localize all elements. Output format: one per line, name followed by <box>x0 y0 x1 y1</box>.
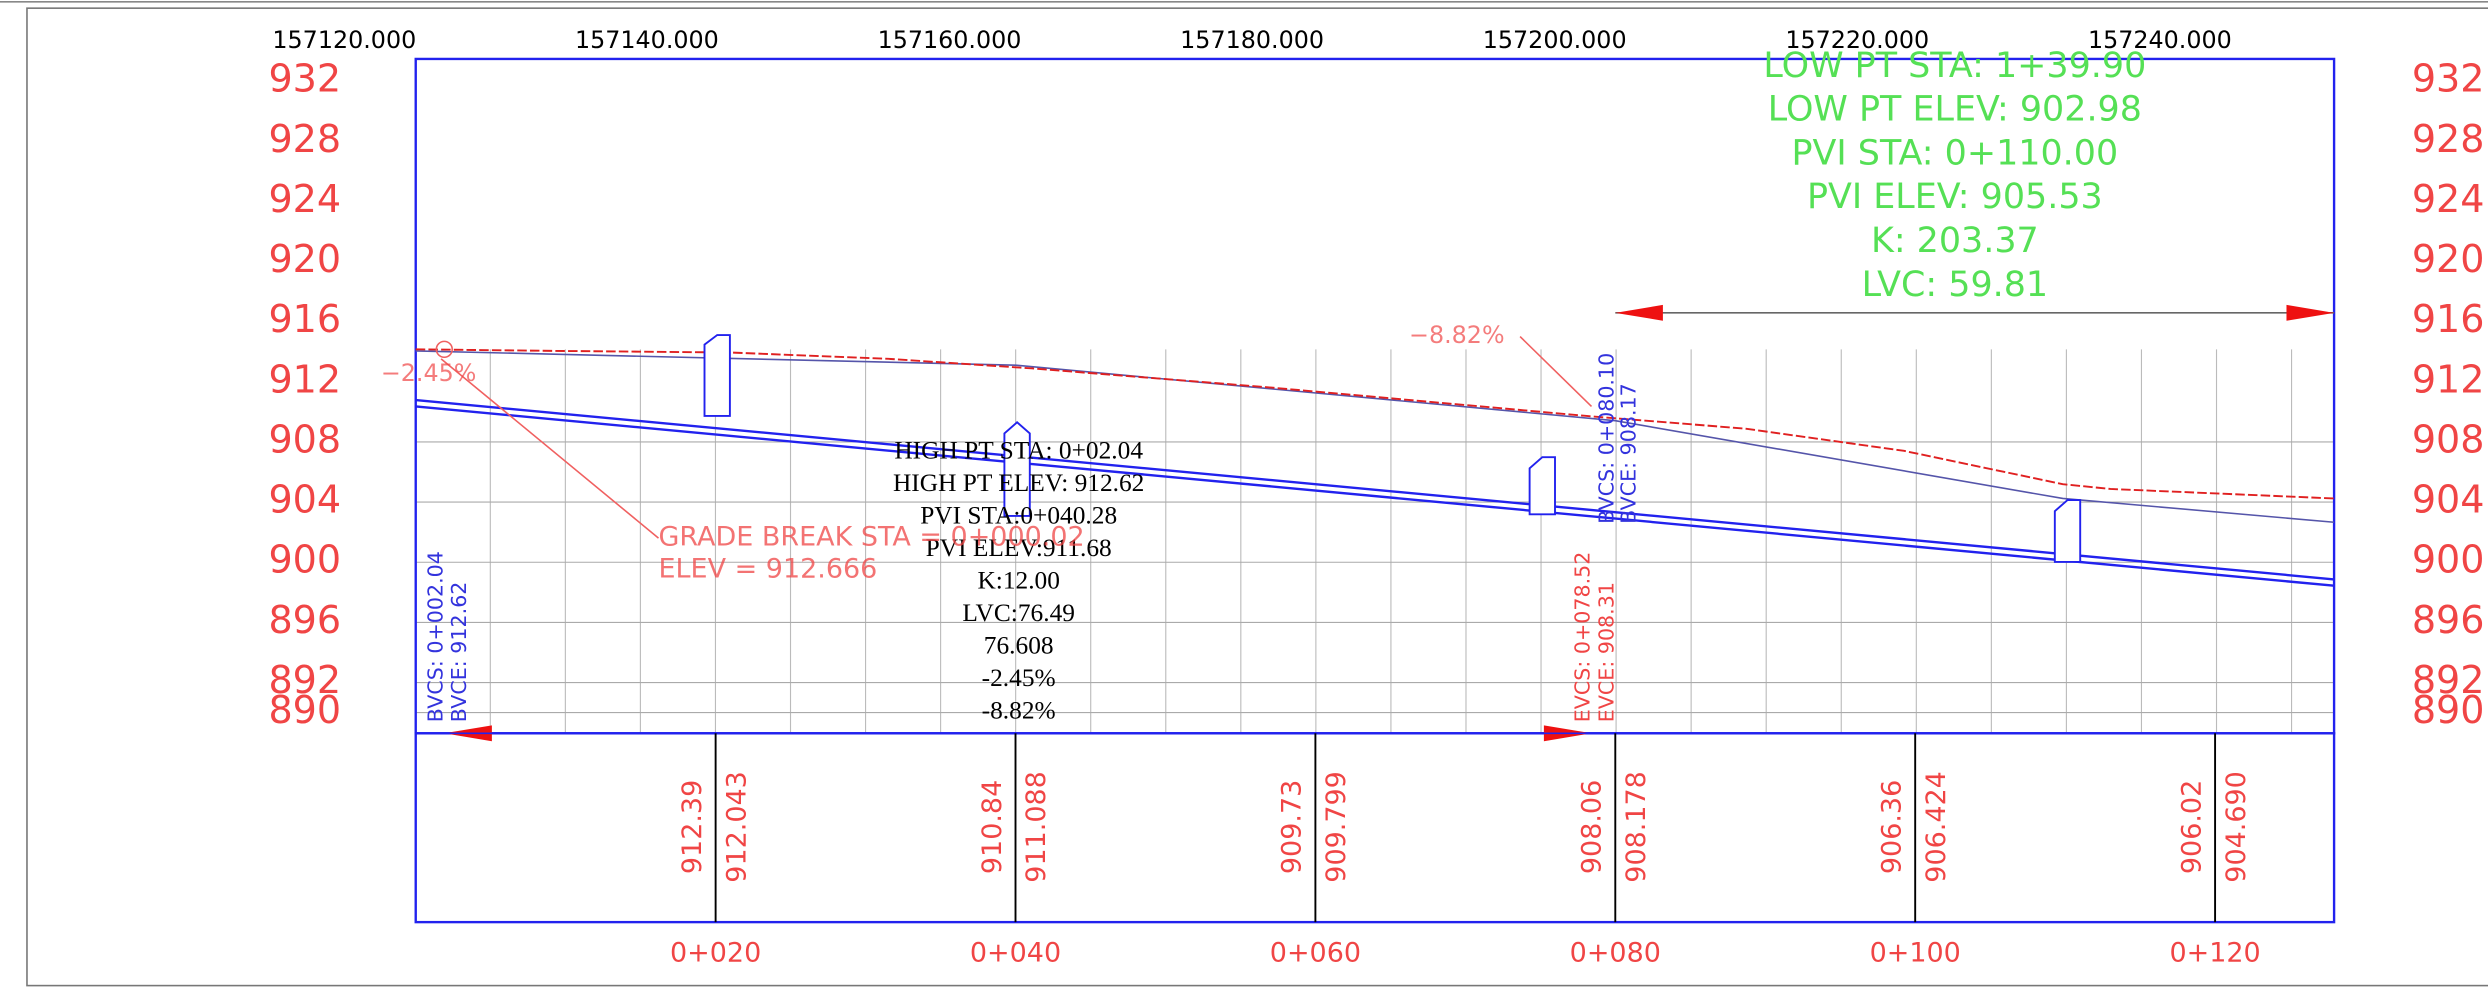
elevation-left: 900 <box>268 538 341 582</box>
station-label: 157200.000 <box>1483 26 1627 54</box>
elevation-right: 896 <box>2412 598 2485 642</box>
curve-info: LVC: 59.81 <box>1862 265 2049 305</box>
elevation-right: 890 <box>2412 688 2485 732</box>
viewport-border <box>26 7 2488 987</box>
vertical-label: BVCS: 0+002.04 <box>423 551 447 722</box>
vertical-label: BVCE: 908.17 <box>1617 383 1641 524</box>
curve-info: LOW PT STA: 1+39.90 <box>1763 46 2146 86</box>
elevation-right: 904 <box>2412 478 2485 522</box>
station-label: 157180.000 <box>1180 26 1324 54</box>
elevation-right: 932 <box>2412 57 2485 101</box>
vertical-label: BVCE: 912.62 <box>447 582 471 723</box>
elevation-left: 916 <box>268 297 341 341</box>
station-label: 157120.000 <box>272 26 416 54</box>
elevation-left: 928 <box>268 117 341 161</box>
elevation-left: 912 <box>268 357 341 401</box>
vertical-label: EVCS: 0+078.52 <box>1571 552 1595 723</box>
high-point-info: -2.45% <box>982 664 1056 692</box>
table-value: 906.02 <box>2176 780 2207 874</box>
elevation-left: 892 <box>268 658 341 702</box>
pipe-top <box>415 350 2335 524</box>
table-value: 909.799 <box>1321 771 1352 883</box>
elevation-right: 928 <box>2412 117 2485 161</box>
table-value: 909.73 <box>1277 780 1308 874</box>
station-label: 157160.000 <box>878 26 1022 54</box>
vertical-label: BVCS: 0+080.10 <box>1594 353 1618 524</box>
leader <box>440 358 659 539</box>
grade-break: ELEV = 912.666 <box>658 553 877 584</box>
table-value: 908.06 <box>1577 780 1608 874</box>
station: 0+020 <box>670 937 761 968</box>
elevation-right: 892 <box>2412 658 2485 702</box>
table-value: 904.690 <box>2221 771 2252 883</box>
elevation-right: 912 <box>2412 357 2485 401</box>
manholes <box>703 334 2082 563</box>
elevation-right: 908 <box>2412 417 2485 461</box>
pipe-bottom2 <box>415 405 2335 587</box>
table-value: 910.84 <box>977 780 1008 874</box>
table-value: 906.36 <box>1876 780 1907 874</box>
high-point-info: PVI ELEV:911.68 <box>926 534 1112 562</box>
grade-break: GRADE BREAK STA = 0+000.02 <box>658 522 1084 553</box>
elevation-left: 896 <box>268 598 341 642</box>
elevation-right: 924 <box>2412 177 2485 221</box>
table-value: 912.043 <box>721 771 752 883</box>
station: 0+040 <box>970 937 1061 968</box>
table-value: 908.178 <box>1621 771 1652 883</box>
station-label: 157140.000 <box>575 26 719 54</box>
high-point-info: HIGH PT ELEV: 912.62 <box>893 469 1144 497</box>
high-point-info: 76.608 <box>984 631 1054 659</box>
elevation-left: 908 <box>268 417 341 461</box>
table-value: 911.088 <box>1021 771 1052 883</box>
vertical-label: EVCE: 908.31 <box>1594 582 1618 722</box>
station: 0+120 <box>2169 937 2260 968</box>
table-value: 906.424 <box>1921 771 1952 883</box>
elevation-left: 924 <box>268 177 341 221</box>
station: 0+100 <box>1870 937 1961 968</box>
curve-info: PVI STA: 0+110.00 <box>1792 133 2119 173</box>
elevation-right: 920 <box>2412 237 2485 281</box>
high-point-info: K:12.00 <box>977 566 1059 594</box>
elevation-right: 900 <box>2412 538 2485 582</box>
grade: −8.82% <box>1409 321 1505 349</box>
elevation-left: 932 <box>268 57 341 101</box>
elevation-left: 890 <box>268 688 341 732</box>
high-point-info: -8.82% <box>982 697 1056 725</box>
grade: −2.45% <box>381 359 477 387</box>
grade-break-point <box>435 340 454 359</box>
elevation-left: 920 <box>268 237 341 281</box>
station-label: 157240.000 <box>2088 26 2232 54</box>
curve-info: LOW PT ELEV: 902.98 <box>1768 90 2142 130</box>
pipe-bottom <box>415 398 2335 581</box>
high-point-info: PVI STA:0+040.28 <box>920 501 1117 529</box>
elevation-left: 904 <box>268 478 341 522</box>
high-point-info: LVC:76.49 <box>962 599 1075 627</box>
curve-info: PVI ELEV: 905.53 <box>1807 177 2103 217</box>
ground-line <box>415 348 2335 500</box>
curve-info: K: 203.37 <box>1871 221 2039 261</box>
elevation-right: 916 <box>2412 297 2485 341</box>
table-value: 912.39 <box>677 780 708 874</box>
leader2 <box>1519 336 1593 408</box>
station: 0+060 <box>1270 937 1361 968</box>
station: 0+080 <box>1570 937 1661 968</box>
high-point-info: HIGH PT STA: 0+02.04 <box>894 436 1143 464</box>
station-label: 157220.000 <box>1785 26 1929 54</box>
